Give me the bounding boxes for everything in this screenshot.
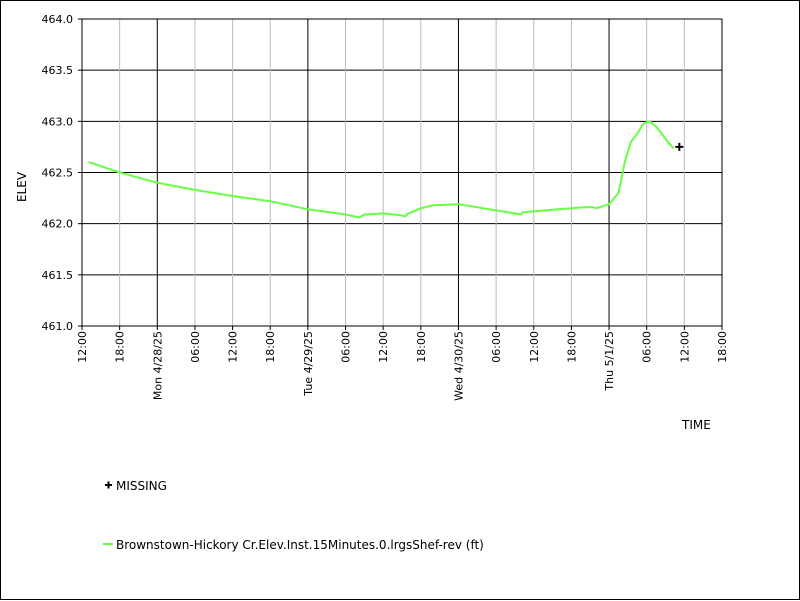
x-tick-label: 18:00 (565, 331, 578, 363)
x-tick-label: Mon 4/28/25 (151, 331, 164, 400)
y-tick-label: 461.5 (42, 269, 74, 282)
legend-missing-label: MISSING (116, 479, 167, 493)
y-axis: 461.0 461.5 462.0 462.5 463.0 463.5 464.0 (42, 13, 82, 333)
legend-missing-item: MISSING (105, 479, 167, 493)
x-axis-title: TIME (681, 418, 711, 432)
x-tick-label: 12:00 (377, 331, 390, 363)
series-layer (88, 120, 675, 219)
x-tick-label: 12:00 (528, 331, 541, 363)
legend: MISSING Brownstown-Hickory Cr.Elev.Inst.… (103, 479, 484, 552)
missing-point-marker (675, 142, 684, 151)
x-axis: 12:00 18:00 Mon 4/28/25 06:00 12:00 18:00 Tue … (76, 326, 729, 401)
y-tick-label: 463.0 (42, 115, 74, 128)
x-tick-label: 18:00 (415, 331, 428, 363)
x-tick-label: 06:00 (340, 331, 353, 363)
series-line (88, 120, 675, 219)
legend-series-label: Brownstown-Hickory Cr.Elev.Inst.15Minute… (116, 538, 484, 552)
y-tick-label: 464.0 (42, 13, 74, 26)
x-tick-label: 06:00 (641, 331, 654, 363)
x-tick-label: 18:00 (716, 331, 729, 363)
x-tick-label: 12:00 (76, 331, 89, 363)
legend-series-item: Brownstown-Hickory Cr.Elev.Inst.15Minute… (103, 538, 484, 552)
missing-markers (675, 142, 684, 151)
grid (82, 18, 722, 327)
x-tick-label: 12:00 (227, 331, 240, 363)
y-axis-title: ELEV (15, 171, 29, 202)
x-tick-label: 18:00 (114, 331, 127, 363)
y-tick-label: 463.5 (42, 64, 74, 77)
x-tick-label: 18:00 (264, 331, 277, 363)
x-tick-label: 06:00 (189, 331, 202, 363)
missing-marker-icon (105, 481, 112, 489)
y-tick-label: 462.5 (42, 167, 74, 180)
x-tick-label: Tue 4/29/25 (302, 331, 315, 397)
x-tick-label: Thu 5/1/25 (603, 331, 616, 392)
y-tick-label: 461.0 (42, 320, 74, 333)
x-tick-label: 06:00 (490, 331, 503, 363)
y-tick-label: 462.0 (42, 218, 74, 231)
x-tick-label: Wed 4/30/25 (452, 331, 465, 401)
x-tick-label: 12:00 (678, 331, 691, 363)
